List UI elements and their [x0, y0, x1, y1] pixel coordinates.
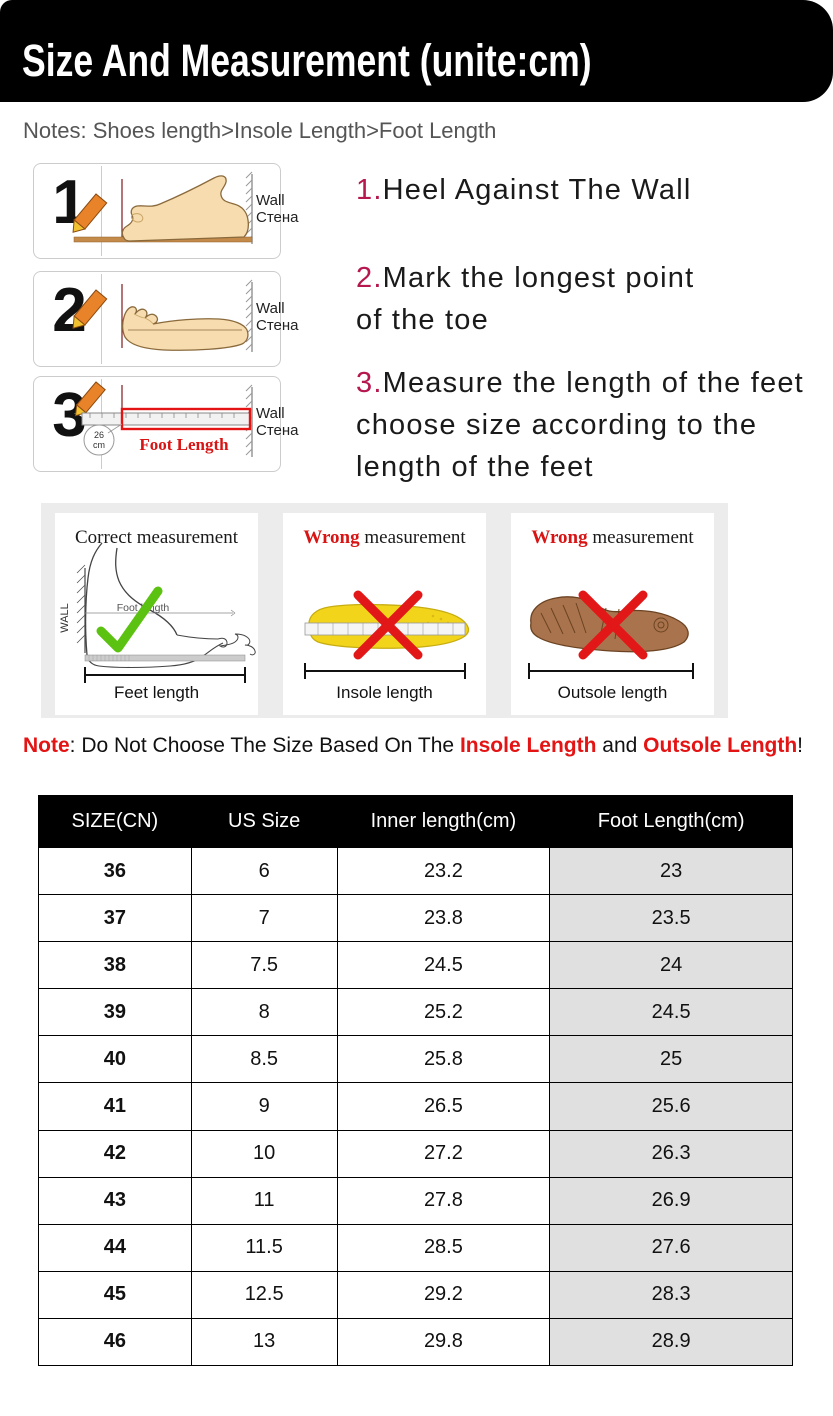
svg-text:Foot Length: Foot Length: [139, 435, 229, 454]
svg-text:26: 26: [94, 430, 104, 440]
svg-text:cm: cm: [93, 440, 105, 450]
svg-text:WALL: WALL: [59, 603, 71, 633]
